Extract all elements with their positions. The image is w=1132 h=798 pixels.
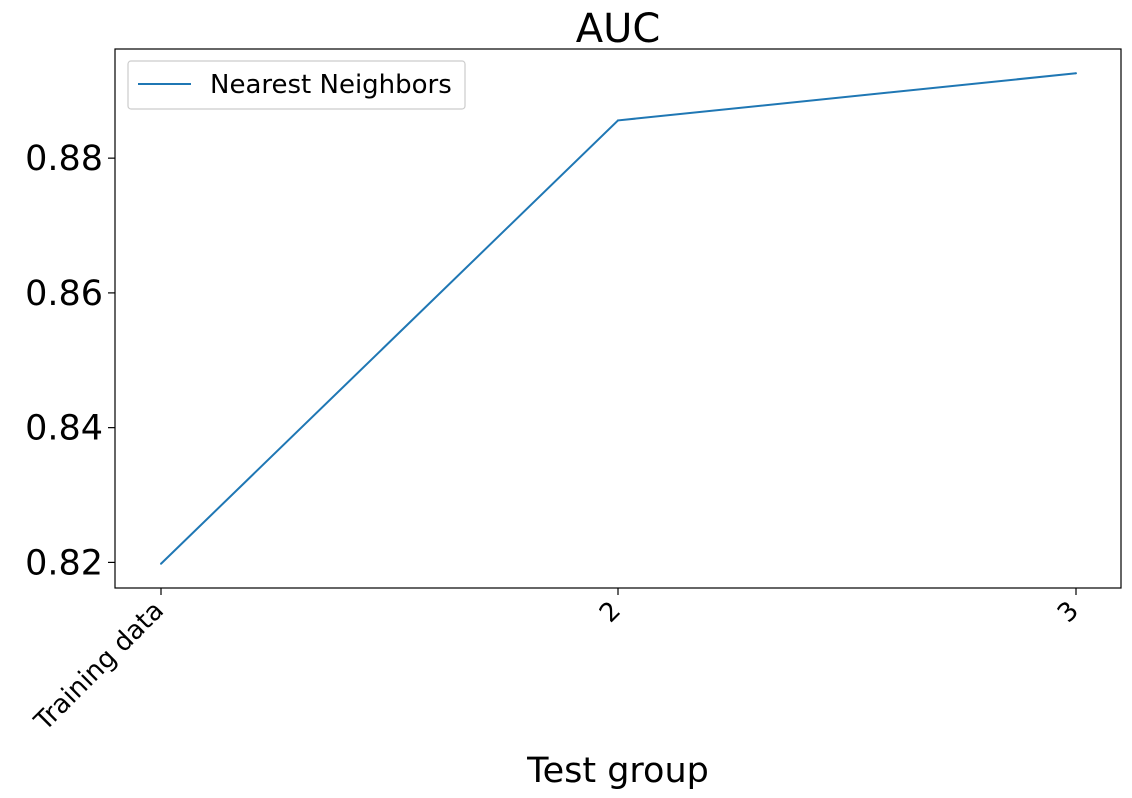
data-point: [617, 119, 619, 122]
chart-title: AUC: [576, 6, 661, 52]
y-tick-label: 0.82: [25, 543, 103, 583]
series-layer: [160, 72, 1077, 565]
legend: Nearest Neighbors: [127, 60, 466, 110]
x-tick-label: 3: [1052, 596, 1085, 629]
plot-area-frame: [114, 48, 1122, 589]
data-point: [1075, 72, 1077, 75]
series-line-nearest-neighbors: [160, 72, 1077, 565]
x-axis-label: Test group: [526, 751, 709, 791]
y-tick-label: 0.84: [25, 409, 103, 449]
y-tick-label: 0.88: [25, 139, 103, 179]
y-tick-label: 0.86: [25, 274, 103, 314]
legend-box: [127, 60, 466, 110]
y-axis: 0.82 0.84 0.86 0.88: [25, 139, 115, 583]
data-point: [160, 562, 162, 565]
x-tick-label: 2: [594, 596, 627, 629]
x-axis: Training data 2 3: [28, 588, 1085, 737]
legend-label: Nearest Neighbors: [210, 70, 452, 100]
x-tick-label: Training data: [28, 596, 170, 738]
